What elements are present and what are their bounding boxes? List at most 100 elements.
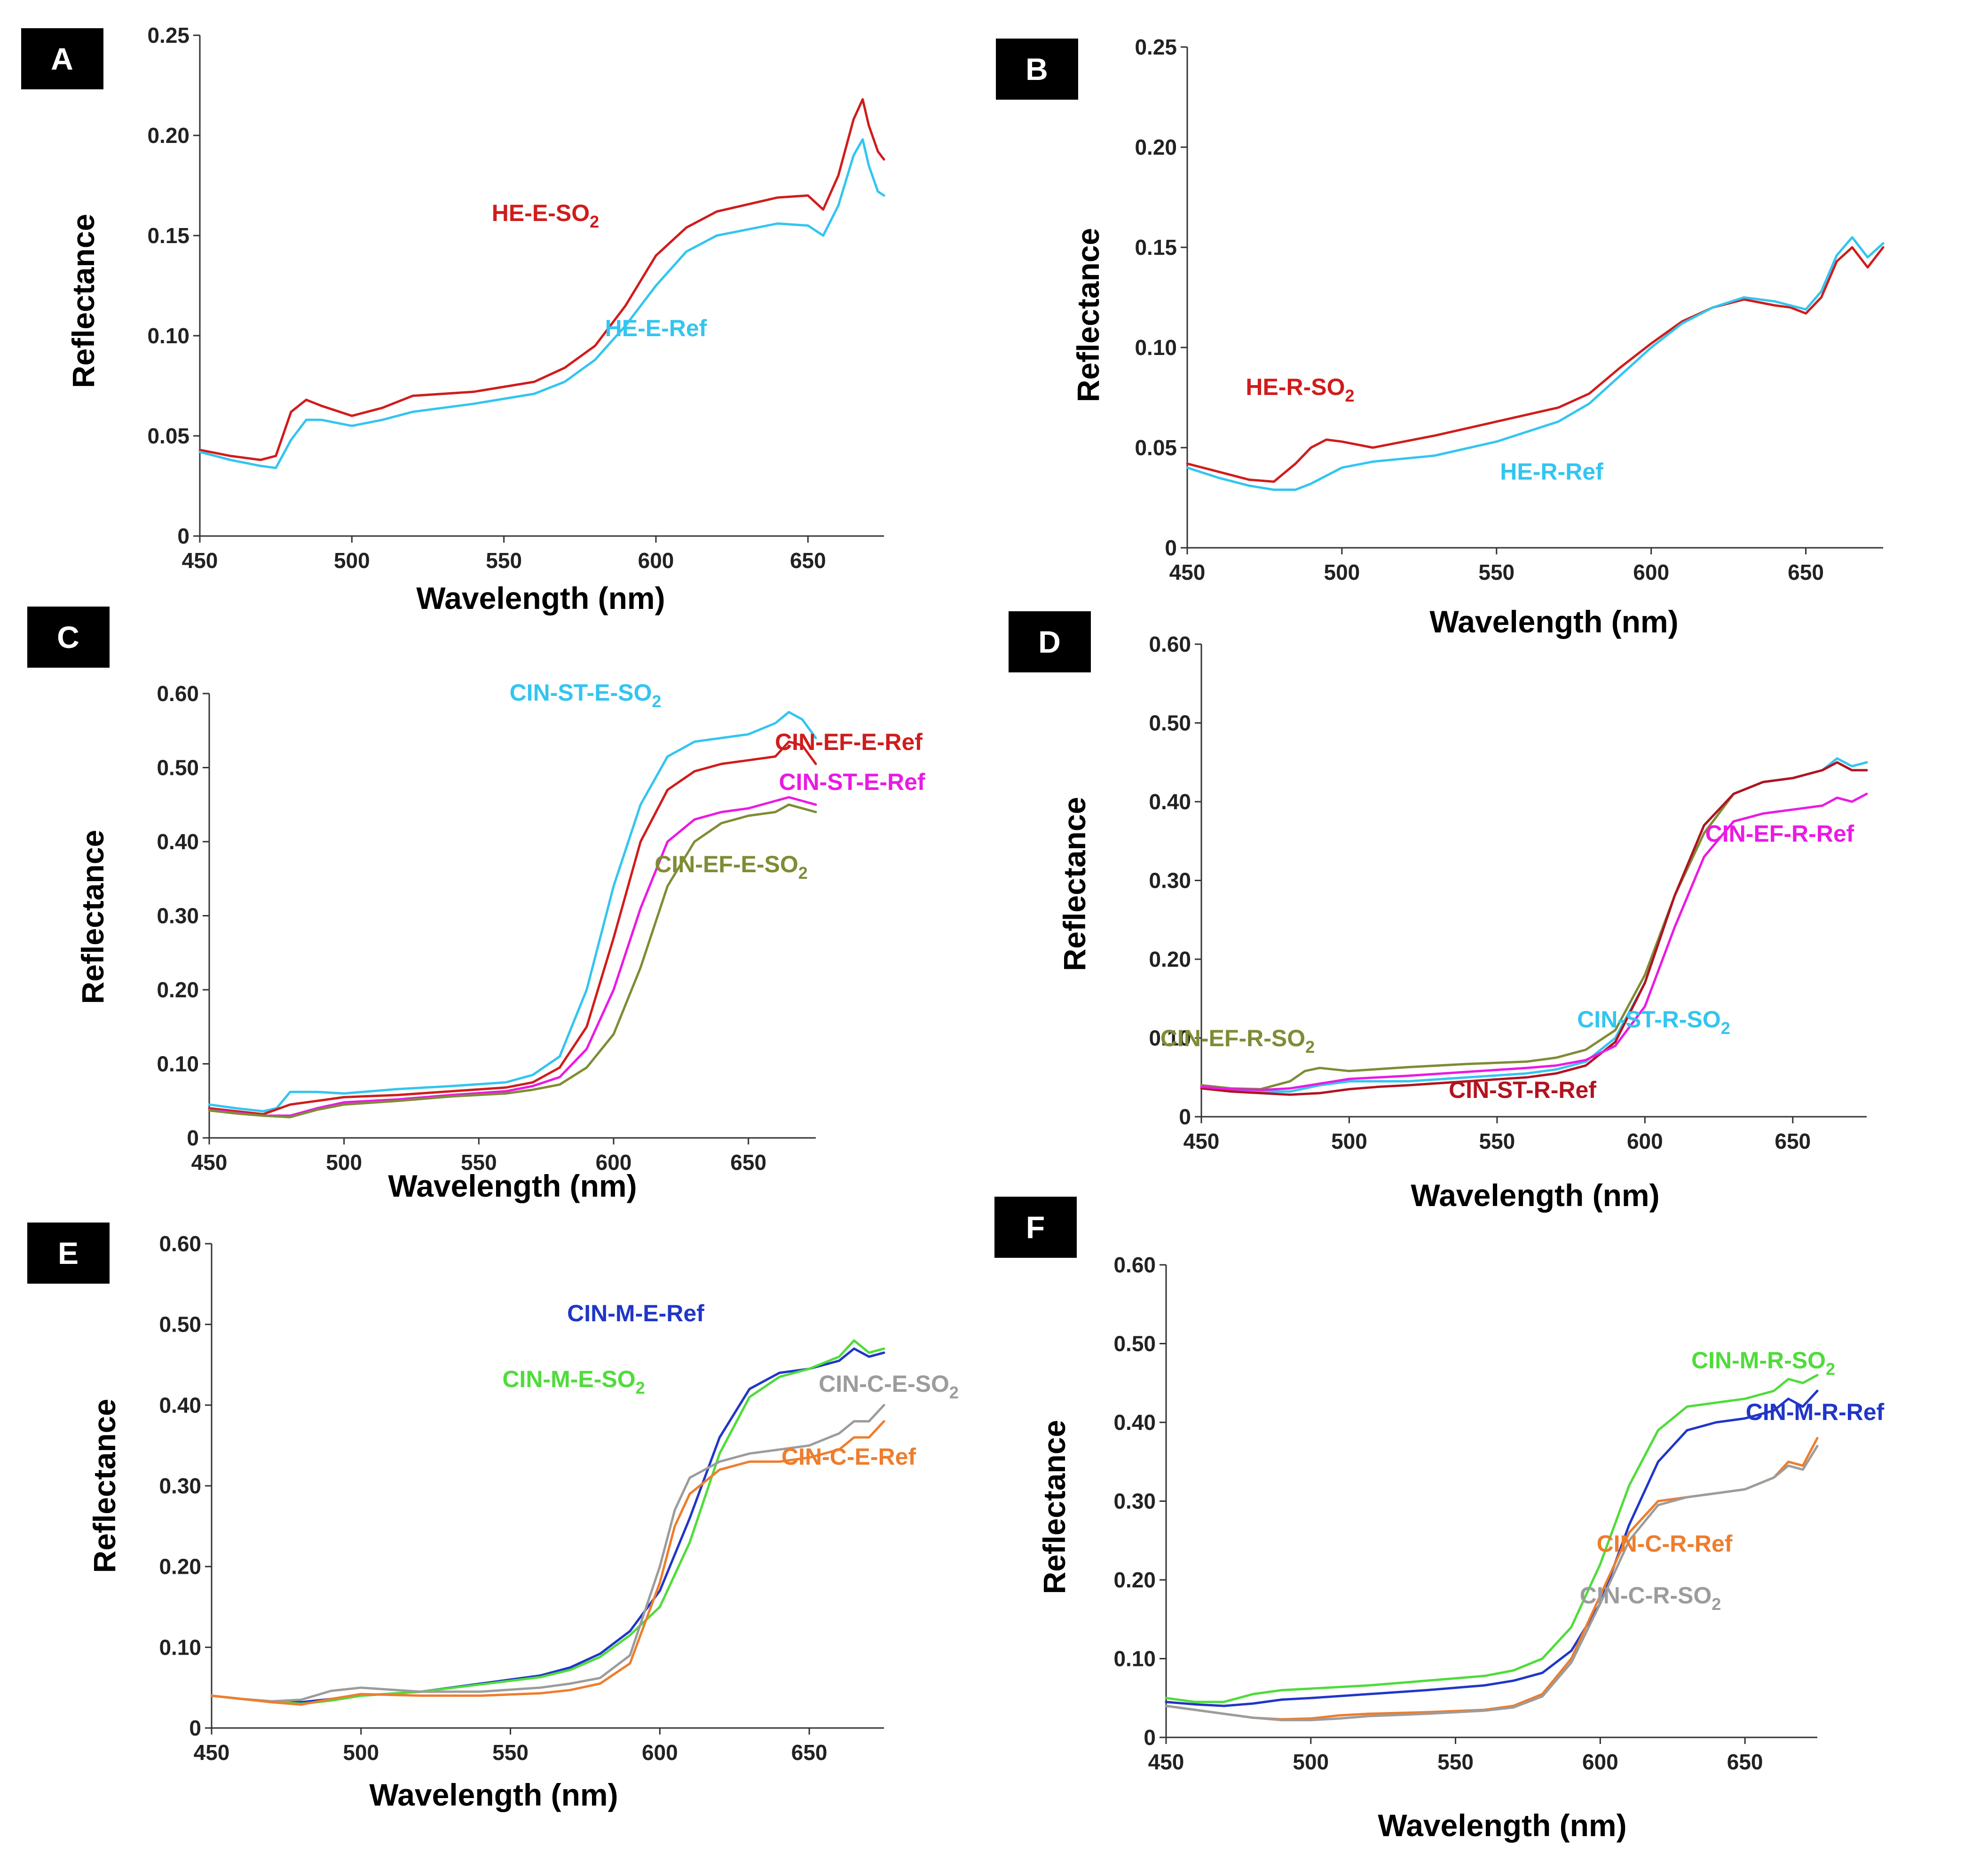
panel-c-x-tick-label: 650 — [730, 1150, 766, 1175]
panel-d-label-cin-st-r-so2: CIN-ST-R-SO2 — [1577, 1006, 1730, 1038]
panel-c-y-tick-label: 0.50 — [157, 756, 199, 780]
panel-c-label-cin-st-e-so2: CIN-ST-E-SO2 — [510, 679, 662, 711]
panel-b-x-tick-label: 650 — [1788, 560, 1824, 584]
panel-b-x-tick-label: 550 — [1478, 560, 1515, 584]
panel-f-label-cin-c-r-so2: CIN-C-R-SO2 — [1580, 1582, 1721, 1614]
panel-e-label-cin-c-e-so2: CIN-C-E-SO2 — [819, 1371, 959, 1402]
panel-a-y-tick-label: 0.10 — [147, 324, 189, 348]
panel-a-label-he-e-ref: HE-E-Ref — [605, 315, 707, 341]
panel-d-x-tick-label: 450 — [1183, 1129, 1220, 1153]
panel-f-label-cin-m-r-so2: CIN-M-R-SO2 — [1691, 1347, 1835, 1379]
panel-c-badge-letter: C — [57, 620, 79, 655]
panel-d-x-title: Wavelength (nm) — [1411, 1178, 1659, 1213]
panel-c-series-cin-st-e-ref — [208, 796, 817, 1117]
panel-a-x-tick-label: 500 — [334, 548, 370, 573]
panel-c-series-cin-ef-e-so2 — [208, 803, 817, 1119]
panel-f-series-cin-m-r-so2 — [1165, 1374, 1819, 1704]
panel-f-y-tick-label: 0.50 — [1113, 1332, 1156, 1356]
panel-e-series-cin-c-e-ref — [210, 1420, 885, 1706]
panel-e-badge — [27, 1223, 110, 1284]
panel-f-label-cin-m-r-ref: CIN-M-R-Ref — [1746, 1399, 1885, 1425]
panel-d-x-tick-label: 500 — [1331, 1129, 1367, 1153]
panel-a-badge-letter: A — [51, 41, 73, 76]
panel-c-y-tick-label: 0.20 — [157, 978, 199, 1002]
panel-c-y-tick-label: 0.10 — [157, 1052, 199, 1076]
panel-e-x-tick-label: 500 — [343, 1740, 379, 1765]
panel-b-y-tick-label: 0.10 — [1135, 335, 1177, 360]
panel-d-y-tick-label: 0.50 — [1149, 711, 1191, 735]
panel-f-y-tick-label: 0.30 — [1113, 1489, 1156, 1514]
panel-f-badge-letter: F — [1026, 1210, 1045, 1245]
panel-a-y-tick-label: 0 — [177, 524, 189, 548]
panel-e-series-cin-c-e-so2 — [210, 1404, 885, 1703]
panel-e-label-cin-c-e-ref: CIN-C-E-Ref — [781, 1444, 916, 1470]
panel-c-y-tick-label: 0.30 — [157, 904, 199, 928]
panel-a-x-tick-label: 450 — [182, 548, 218, 573]
panel-b-y-tick-label: 0.25 — [1135, 35, 1177, 59]
panel-c-series-cin-st-e-so2 — [208, 710, 817, 1113]
panel-e: E 0 0.10 0.20 0.30 0.40 0.50 0.60 450 500 550 600 65… — [27, 1223, 959, 1812]
panel-c-x-tick-label: 500 — [326, 1150, 362, 1175]
panel-b: B 0 0.05 0.10 0.15 0.20 0.25 450 500 550 600 650 Wav… — [996, 35, 1885, 639]
panel-a-y-title: Reflectance — [66, 214, 101, 388]
panel-e-y-tick-label: 0.60 — [159, 1231, 201, 1256]
panel-a-badge — [21, 28, 103, 89]
panel-b-y-tick-label: 0.05 — [1135, 435, 1177, 460]
panel-f-series-cin-m-r-ref — [1165, 1389, 1819, 1707]
panel-c-label-cin-st-e-ref: CIN-ST-E-Ref — [779, 769, 925, 795]
panel-f-series-cin-c-r-so2 — [1165, 1444, 1819, 1721]
panel-e-label-cin-m-e-so2: CIN-M-E-SO2 — [502, 1366, 645, 1397]
panel-d-badge-letter: D — [1038, 624, 1061, 659]
panel-f-y-tick-label: 0.10 — [1113, 1647, 1156, 1671]
panel-c-y-title: Reflectance — [75, 830, 110, 1004]
panel-e-y-tick-label: 0.10 — [159, 1635, 201, 1659]
panel-f-x-tick-label: 650 — [1727, 1750, 1763, 1774]
panel-c-x-tick-label: 600 — [596, 1150, 632, 1175]
panel-f: F 0 0.10 0.20 0.30 0.40 0.50 0.60 450 500 550 600 65… — [994, 1197, 1885, 1843]
panel-e-y-title: Reflectance — [87, 1399, 122, 1573]
panel-a: A 0 0.05 0.10 0.15 0.20 0.25 450 500 550 600 650 Wav… — [21, 23, 885, 615]
panel-d-y-tick-label: 0.30 — [1149, 868, 1191, 893]
panel-e-x-tick-label: 450 — [194, 1740, 230, 1765]
panel-d-badge — [1009, 611, 1091, 672]
panel-c-label-cin-ef-e-ref: CIN-EF-E-Ref — [775, 729, 923, 755]
panel-a-x-tick-label: 550 — [486, 548, 522, 573]
panel-a-y-tick-label: 0.25 — [147, 23, 189, 47]
panel-d-series-cin-st-r-ref — [1200, 761, 1868, 1096]
panel-e-y-tick-label: 0 — [189, 1716, 201, 1740]
panel-e-x-tick-label: 600 — [642, 1740, 678, 1765]
panel-d-y-tick-label: 0.10 — [1149, 1026, 1191, 1050]
panel-c-badge — [27, 607, 110, 668]
panel-e-x-title: Wavelength (nm) — [369, 1777, 618, 1812]
panel-b-y-title: Reflectance — [1071, 228, 1105, 402]
panel-d-series-cin-ef-r-ref — [1200, 792, 1868, 1091]
panel-a-y-tick-label: 0.05 — [147, 424, 189, 448]
panel-f-y-tick-label: 0.60 — [1113, 1253, 1156, 1277]
panel-b-series-he-r-so2 — [1186, 246, 1885, 483]
panel-e-x-tick-label: 550 — [492, 1740, 529, 1765]
panel-e-x-tick-label: 650 — [791, 1740, 828, 1765]
panel-a-y-tick-label: 0.20 — [147, 123, 189, 148]
panel-a-series-he-e-ref — [198, 138, 885, 469]
panel-d-y-tick-label: 0.40 — [1149, 789, 1191, 814]
panel-b-x-tick-label: 500 — [1324, 560, 1360, 584]
panel-b-label-he-r-ref: HE-R-Ref — [1500, 458, 1603, 485]
panel-e-series-cin-m-e-ref — [210, 1347, 885, 1704]
panel-d-label-cin-st-r-ref: CIN-ST-R-Ref — [1449, 1077, 1596, 1103]
panel-c-y-tick-label: 0 — [187, 1126, 199, 1150]
panel-e-y-tick-label: 0.20 — [159, 1554, 201, 1579]
panel-f-badge — [994, 1197, 1077, 1258]
panel-f-x-tick-label: 550 — [1437, 1750, 1474, 1774]
panel-c-y-tick-label: 0.60 — [157, 681, 199, 706]
panel-b-y-tick-label: 0 — [1165, 536, 1177, 560]
panel-f-y-tick-label: 0 — [1144, 1725, 1156, 1750]
panel-e-y-tick-label: 0.30 — [159, 1474, 201, 1498]
panel-a-label-he-e-so2: HE-E-SO2 — [492, 200, 599, 231]
panel-c-series-cin-ef-e-ref — [208, 740, 817, 1116]
panel-b-y-tick-label: 0.20 — [1135, 135, 1177, 159]
panel-d-x-tick-label: 650 — [1775, 1129, 1811, 1153]
panel-c-x-tick-label: 450 — [191, 1150, 228, 1175]
panel-a-x-tick-label: 650 — [790, 548, 826, 573]
